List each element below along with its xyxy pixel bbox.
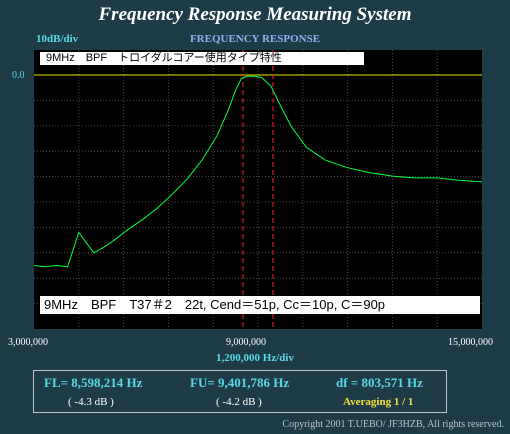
fl-value: FL= 8,598,214 Hz	[44, 375, 143, 390]
fu-value: FU= 9,401,786 Hz	[190, 375, 290, 390]
response-chart	[34, 50, 482, 329]
graph-title: FREQUENCY RESPONSE	[189, 33, 321, 45]
copyright: Copyright 2001 T.UEBO/ JF3HZB, All right…	[282, 419, 504, 430]
caption-top: 9MHz BPF トロイダルコアー使用タイプ特性	[40, 52, 364, 65]
scale-label: 10dB/div	[36, 33, 79, 45]
x-tick-center: 9,000,000	[226, 337, 266, 348]
plot-area[interactable]: 9MHz BPF トロイダルコアー使用タイプ特性 9MHz BPF T37＃2 …	[34, 50, 482, 329]
app-title: Frequency Response Measuring System	[98, 4, 412, 25]
x-tick-start: 3,000,000	[8, 337, 48, 348]
caption-bottom: 9MHz BPF T37＃2 22t, Cend＝51p, Cc＝10p, C＝…	[40, 296, 480, 314]
response-trace	[34, 75, 482, 268]
x-tick-end: 15,000,000	[448, 337, 493, 348]
reference-level-label: 0.0	[12, 70, 25, 81]
measurement-panel: FL= 8,598,214 Hz ( -4.3 dB ) FU= 9,401,7…	[33, 370, 447, 413]
fl-db: ( -4.3 dB )	[68, 396, 114, 408]
fu-db: ( -4.2 dB )	[216, 396, 262, 408]
x-unit-label: 1,200,000 Hz/div	[216, 352, 294, 364]
df-value: df = 803,571 Hz	[336, 375, 423, 390]
averaging-status: Averaging 1 / 1	[343, 396, 414, 408]
